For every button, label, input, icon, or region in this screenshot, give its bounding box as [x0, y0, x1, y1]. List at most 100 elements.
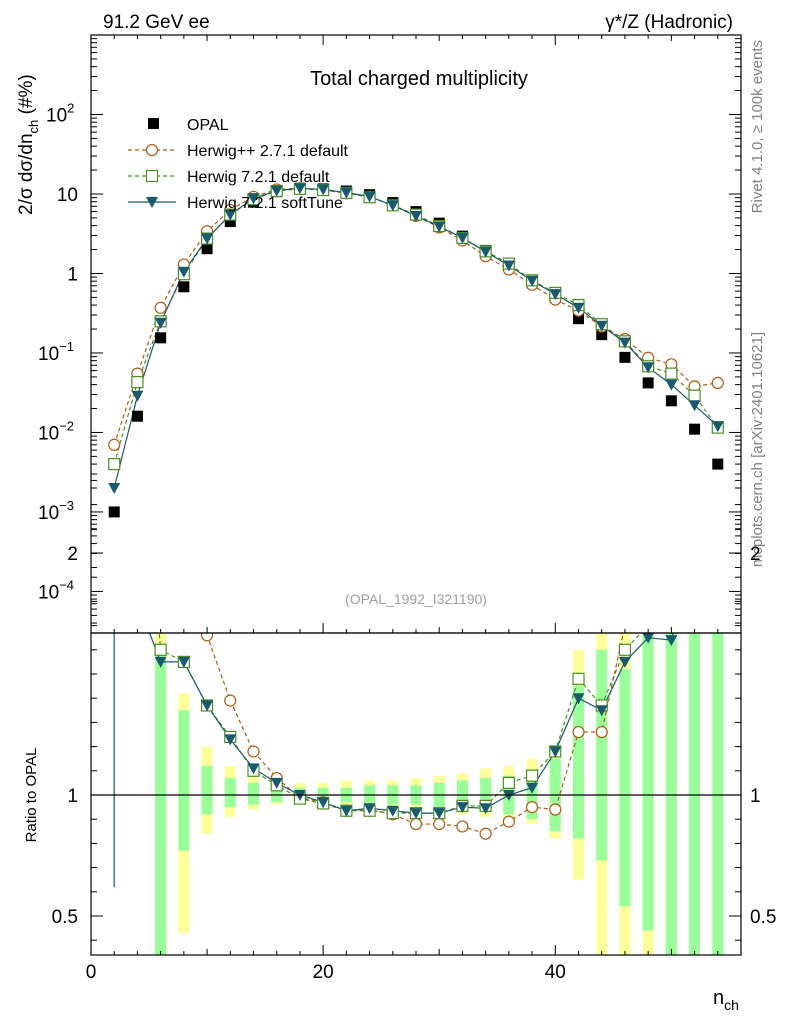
main-point-s3-30: [433, 221, 446, 233]
ratio-point-s2-50: [666, 499, 677, 510]
y-tick-label-base: 10: [38, 344, 59, 365]
main-point-s3-18: [293, 183, 306, 195]
y-tick-label-exp: −1: [59, 339, 74, 354]
ratio-tick-label-right-2: 2: [750, 544, 761, 565]
ratio-point-s3-10: [201, 700, 214, 712]
main-point-s2-50: [665, 367, 678, 380]
ratio-point-s1-6: [155, 475, 166, 486]
y-tick-label-base: 10: [38, 582, 59, 603]
main-point-s3-16: [270, 185, 283, 197]
ratio-point-s2-54: [712, 330, 723, 341]
ratio-point-s2-2: [109, 64, 120, 75]
ratio-point-s1-38: [525, 800, 539, 814]
main-point-s0-8: [178, 281, 190, 293]
ratio-tick-label-right-1: 1: [750, 786, 761, 807]
main-point-s3-32: [456, 232, 469, 244]
y-tick-label-base: 10: [38, 423, 59, 444]
ratio-point-s1-12: [224, 694, 237, 707]
main-point-s2-4: [131, 375, 144, 389]
ratio-band-inner-46: [619, 669, 631, 907]
main-point-s0-42: [573, 313, 584, 325]
ratio-point-s2-46: [618, 643, 632, 656]
legend-item-herwig7-default: Herwig 7.2.1 default: [128, 169, 330, 186]
ratio-point-s3-48: [642, 633, 654, 644]
chart-title: Total charged multiplicity: [310, 68, 528, 90]
main-point-s0-6: [155, 332, 167, 344]
y-axis-label: 2/σ dσ/dnch (#%): [16, 74, 41, 215]
main-point-s3-50: [665, 379, 678, 391]
ratio-point-s2-36: [502, 776, 515, 790]
main-point-s3-48: [642, 362, 655, 374]
main-point-s1-54: [711, 376, 724, 390]
legend-marker-herwig7-softtune: [146, 197, 158, 208]
ratio-point-s2-42: [572, 672, 585, 685]
ratio-point-s2-38: [525, 769, 539, 782]
side-label-top: Rivet 4.1.0, ≥ 100k events: [749, 40, 766, 213]
ratio-point-s3-28: [410, 808, 422, 820]
ratio-point-s3-16: [270, 777, 283, 789]
x-tick-label-40: 40: [545, 962, 566, 983]
analysis-id: (OPAL_1992_I321190): [345, 591, 487, 607]
ratio-band-inner-10: [201, 765, 213, 815]
main-point-s0-52: [689, 423, 701, 435]
ratio-point-s3-32: [456, 802, 469, 814]
main-point-s2-2: [108, 457, 121, 471]
x-tick-label-0: 0: [86, 962, 97, 983]
main-point-s3-2: [108, 483, 121, 495]
main-point-s3-24: [363, 191, 376, 203]
main-point-s3-40: [549, 289, 562, 301]
main-point-s3-20: [317, 184, 330, 196]
y-tick-label-4: 1: [67, 264, 78, 285]
main-point-s3-54: [711, 421, 724, 433]
ratio-point-s1-2: [109, 185, 120, 196]
ratio-tick-label-0.5: 0.5: [52, 907, 78, 928]
ratio-point-s1-40: [549, 803, 562, 816]
ratio-point-s3-46: [618, 656, 631, 668]
ratio-point-s1-50: [666, 330, 677, 341]
y-tick-label-exp: 2: [67, 100, 74, 115]
y-tick-label-3: 10−1: [38, 339, 74, 365]
main-point-s0-4: [131, 410, 143, 422]
main-point-s1-6: [154, 301, 167, 314]
ratio-point-s3-6: [154, 656, 167, 668]
ratio-point-s3-8: [177, 656, 190, 668]
ratio-point-s3-20: [317, 797, 330, 809]
ratio-point-s1-42: [572, 725, 585, 739]
ratio-point-s1-32: [456, 820, 469, 833]
main-point-s0-48: [642, 377, 654, 389]
main-point-s3-44: [595, 320, 608, 332]
ratio-point-s3-24: [363, 803, 376, 815]
ratio-band-inner-42: [573, 686, 584, 839]
main-point-s0-12: [224, 216, 236, 228]
side-label-bottom: mcplots.cern.ch [arXiv:2401.10621]: [749, 332, 766, 567]
main-point-s3-10: [201, 233, 214, 245]
main-point-s3-52: [688, 400, 701, 412]
ratio-point-s1-48: [643, 535, 654, 546]
header-left: 91.2 GeV ee: [103, 12, 210, 33]
ratio-band-inner-6: [155, 649, 167, 955]
legend-item-opal: OPAL: [148, 117, 229, 134]
ratio-point-s1-14: [247, 745, 260, 758]
x-tick-label-20: 20: [313, 962, 334, 983]
legend-marker-opal: [148, 118, 159, 129]
y-tick-label-base: 10: [38, 503, 59, 524]
ratio-point-s3-26: [386, 805, 399, 817]
y-tick-label-exp: −2: [59, 418, 74, 433]
ratio-point-s3-50: [665, 635, 678, 647]
y-tick-label-6: 102: [46, 100, 74, 126]
main-point-s3-28: [410, 210, 422, 222]
y-axis-label-main: 2/σ dσ/dn: [16, 133, 37, 215]
main-point-s0-54: [712, 458, 724, 470]
main-point-s2-52: [688, 389, 701, 402]
main-point-s3-8: [177, 266, 190, 278]
ratio-point-s3-52: [689, 548, 701, 559]
main-point-s3-14: [247, 193, 260, 205]
x-axis-label: nch: [713, 987, 739, 1013]
ratio-point-s1-36: [502, 815, 515, 828]
legend-label-herwigpp: Herwig++ 2.7.1 default: [187, 143, 349, 160]
main-point-s3-34: [479, 246, 492, 258]
ratio-point-s3-4: [131, 596, 143, 607]
ratio-point-s3-2: [108, 548, 120, 559]
